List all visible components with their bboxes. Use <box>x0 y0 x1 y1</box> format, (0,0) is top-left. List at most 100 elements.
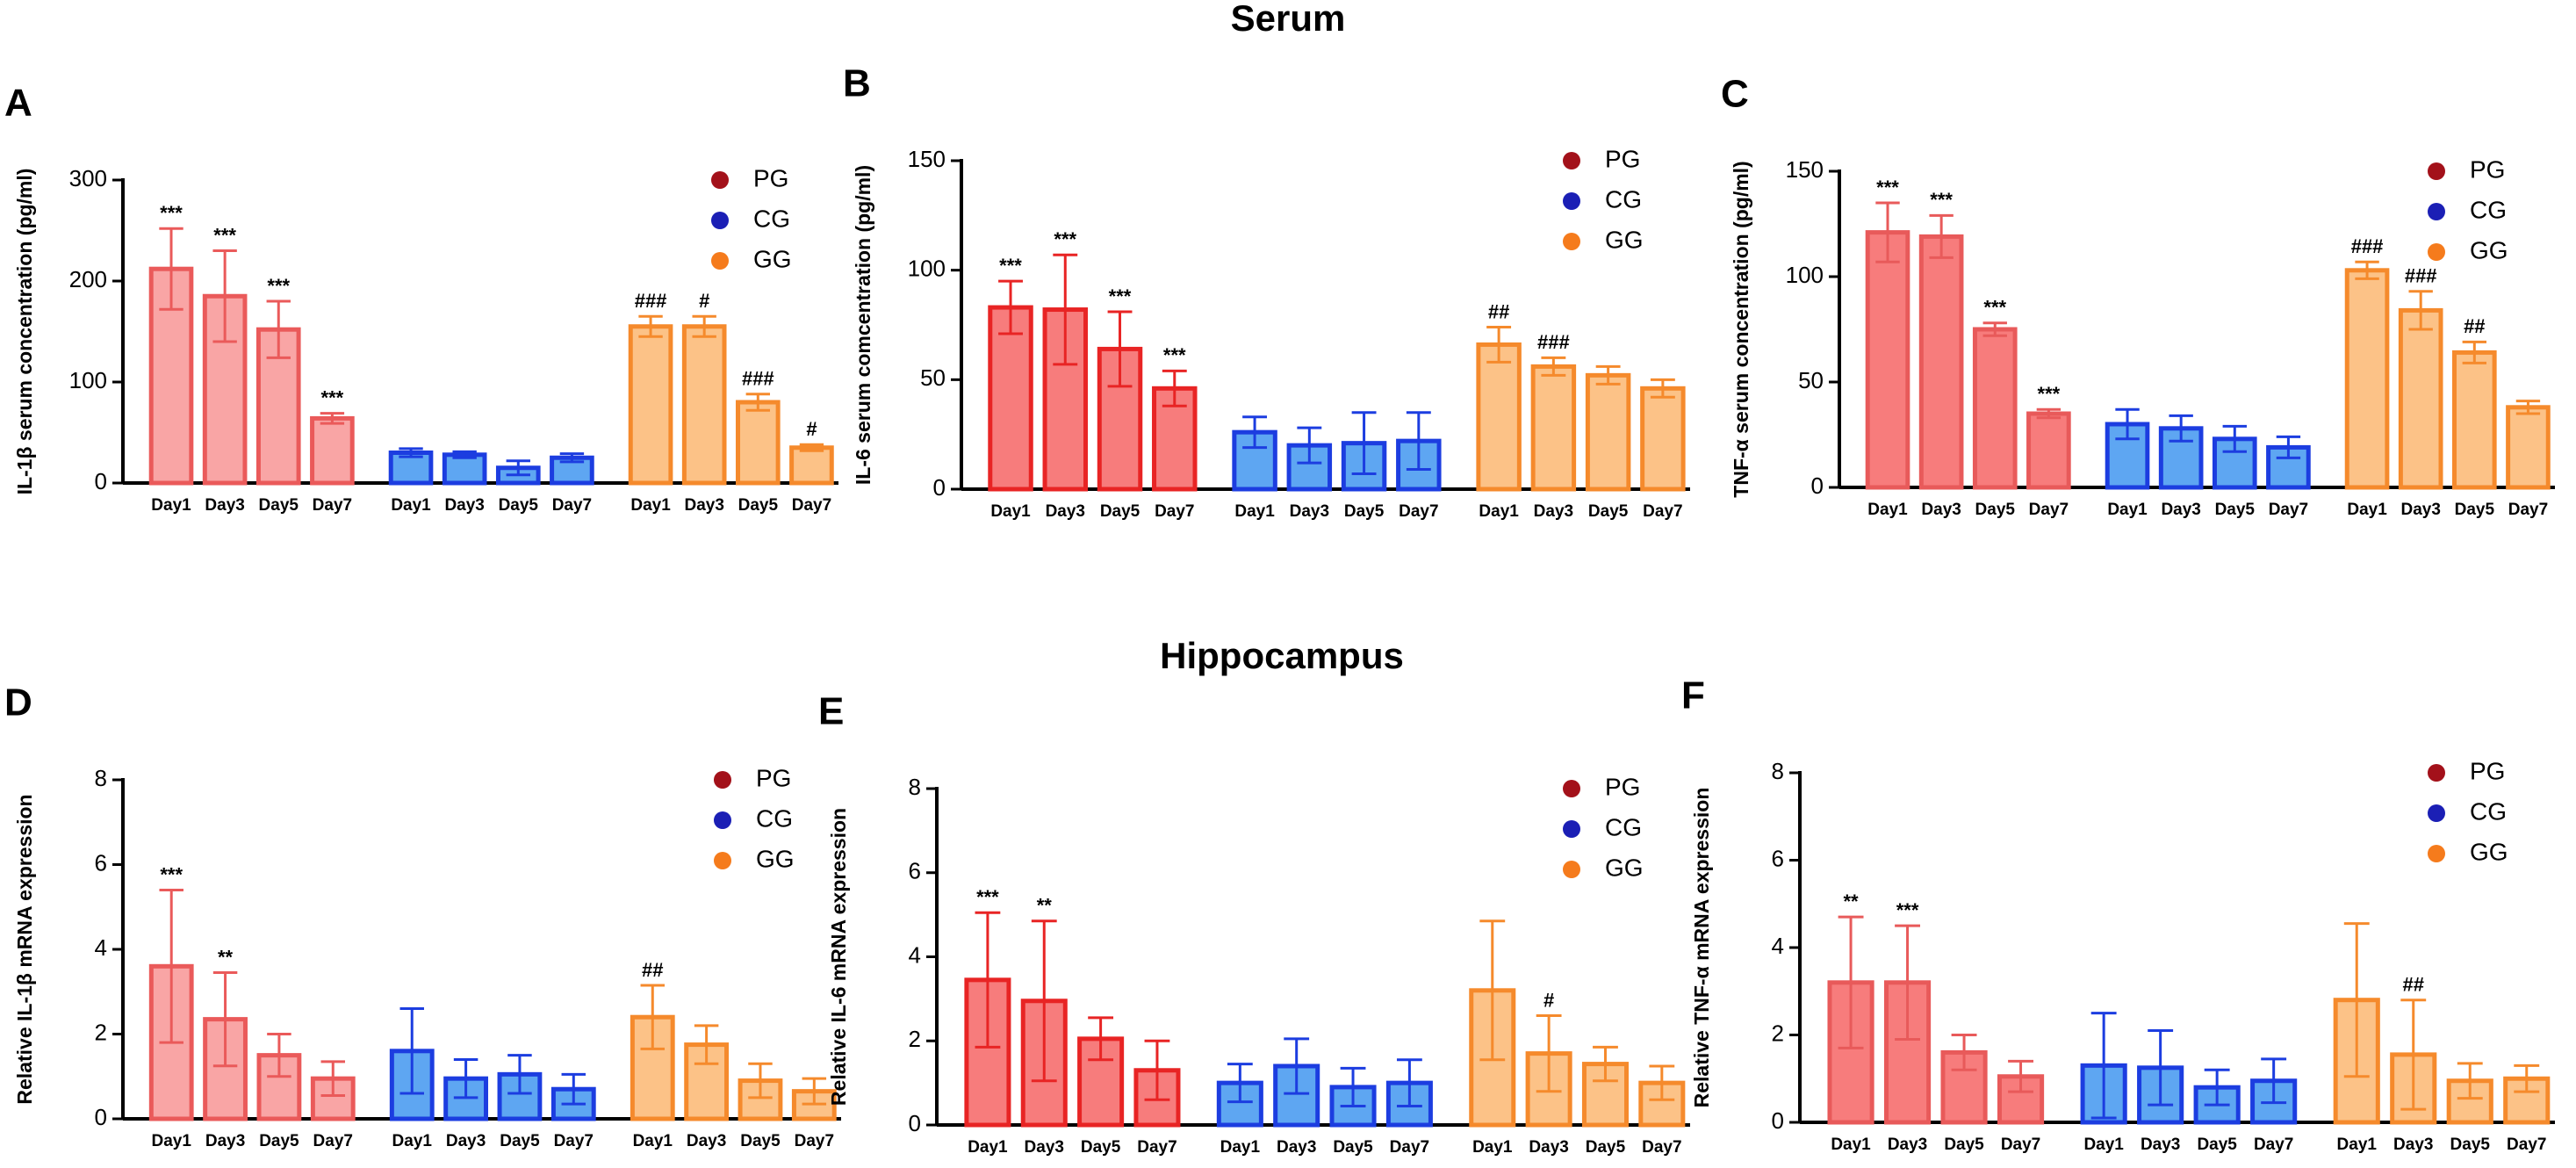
significance-label: ** <box>1037 895 1053 917</box>
x-tick-label: Day5 <box>499 496 539 515</box>
legend-marker <box>1563 192 1580 210</box>
y-tick-label: 0 <box>95 468 107 494</box>
x-tick-label: Day1 <box>2107 501 2148 519</box>
x-tick-label: Day1 <box>1472 1138 1513 1157</box>
x-tick-label: Day7 <box>1399 502 1438 521</box>
significance-label: *** <box>1876 177 1899 198</box>
x-tick-label: Day7 <box>313 1132 353 1150</box>
y-tick-label: 150 <box>908 146 946 172</box>
bar <box>789 445 834 486</box>
legend-marker <box>2428 764 2445 782</box>
y-tick-label: 0 <box>1811 472 1824 499</box>
y-tick-label: 100 <box>1786 262 1824 288</box>
y-tick-label: 150 <box>1786 156 1824 183</box>
legend-label: PG <box>756 764 791 791</box>
significance-label: *** <box>160 863 183 885</box>
significance-label: *** <box>213 224 236 246</box>
section-title: Hippocampus <box>1160 635 1404 676</box>
x-tick-label: Day5 <box>1586 1138 1626 1157</box>
legend-marker <box>711 252 729 270</box>
legend-marker <box>714 811 731 829</box>
x-tick-label: Day7 <box>1390 1138 1429 1157</box>
legend-marker <box>2428 243 2445 261</box>
y-tick-label: 4 <box>95 934 107 961</box>
x-tick-label: Day3 <box>446 1132 486 1150</box>
bar <box>1640 386 1686 492</box>
bar <box>735 400 781 486</box>
bar <box>2344 268 2390 490</box>
y-tick-label: 100 <box>908 256 946 282</box>
y-tick-label: 0 <box>1772 1107 1784 1134</box>
legend-label: GG <box>756 845 795 872</box>
x-tick-label: Day5 <box>2450 1136 2491 1154</box>
significance-label: # <box>1543 989 1554 1011</box>
x-tick-label: Day7 <box>1642 1138 1681 1157</box>
legend-label: PG <box>1605 145 1640 172</box>
x-tick-label: Day3 <box>205 496 244 515</box>
significance-label: *** <box>2038 383 2061 405</box>
x-tick-label: Day7 <box>1137 1138 1176 1157</box>
x-tick-label: Day1 <box>391 496 431 515</box>
x-tick-label: Day1 <box>1220 1138 1261 1157</box>
x-tick-label: Day7 <box>2029 501 2069 519</box>
legend-marker <box>714 771 731 789</box>
y-axis-label: IL-1β serum concentration (pg/ml) <box>13 169 36 495</box>
legend-marker <box>1563 820 1580 838</box>
legend-label: PG <box>2470 155 2505 183</box>
y-tick-label: 50 <box>1798 367 1824 393</box>
legend-label: GG <box>1605 226 1644 253</box>
panel-letter: E <box>818 690 844 733</box>
significance-label: *** <box>999 255 1022 277</box>
x-tick-label: Day5 <box>1588 502 1629 521</box>
bar <box>2398 307 2443 490</box>
x-tick-label: Day7 <box>2001 1136 2040 1154</box>
y-tick-label: 8 <box>1772 758 1784 784</box>
legend-marker <box>1563 861 1580 878</box>
x-tick-label: Day3 <box>2393 1136 2433 1154</box>
significance-label: ## <box>2403 974 2424 996</box>
y-tick-label: 0 <box>909 1110 921 1136</box>
y-tick-label: 6 <box>1772 845 1784 871</box>
x-tick-label: Day1 <box>1479 502 1519 521</box>
y-axis-label: TNF-α serum concentration (pg/ml) <box>1730 161 1752 497</box>
legend-label: GG <box>753 245 792 272</box>
legend-label: CG <box>756 804 793 832</box>
bar <box>681 324 727 486</box>
bar <box>1865 230 1910 490</box>
y-tick-label: 4 <box>1772 933 1784 959</box>
x-tick-label: Day7 <box>1643 502 1682 521</box>
panel-letter: D <box>4 681 32 725</box>
x-tick-label: Day5 <box>2197 1136 2237 1154</box>
legend-marker <box>1563 780 1580 797</box>
legend-label: PG <box>753 164 788 191</box>
x-tick-label: Day7 <box>795 1132 834 1150</box>
significance-label: *** <box>1109 285 1132 307</box>
significance-label: ### <box>742 368 774 390</box>
panel-letter: C <box>1721 73 1749 116</box>
y-tick-label: 2 <box>1772 1020 1784 1046</box>
x-tick-label: Day7 <box>2269 501 2308 519</box>
x-tick-label: Day5 <box>1081 1138 1121 1157</box>
legend-label: PG <box>1605 773 1640 800</box>
legend-marker <box>2428 162 2445 180</box>
y-tick-label: 300 <box>69 165 107 191</box>
x-tick-label: Day1 <box>151 496 191 515</box>
legend-marker <box>2428 804 2445 822</box>
significance-label: ### <box>2351 235 2384 257</box>
y-tick-label: 8 <box>909 774 921 800</box>
x-tick-label: Day1 <box>968 1138 1008 1157</box>
bar <box>628 324 673 486</box>
x-tick-label: Day7 <box>2508 501 2548 519</box>
bar <box>2026 411 2071 490</box>
legend-label: GG <box>2470 838 2508 865</box>
y-tick-label: 0 <box>933 474 946 501</box>
x-tick-label: Day5 <box>1944 1136 1984 1154</box>
bar <box>1585 372 1631 492</box>
legend-label: GG <box>1605 854 1644 881</box>
x-tick-label: Day7 <box>2254 1136 2293 1154</box>
x-tick-label: Day1 <box>1234 502 1275 521</box>
panel-letter: F <box>1681 674 1705 717</box>
significance-label: *** <box>1163 344 1186 366</box>
bar <box>1476 342 1522 492</box>
y-axis-label: Relative TNF-α mRNA expression <box>1690 788 1713 1108</box>
